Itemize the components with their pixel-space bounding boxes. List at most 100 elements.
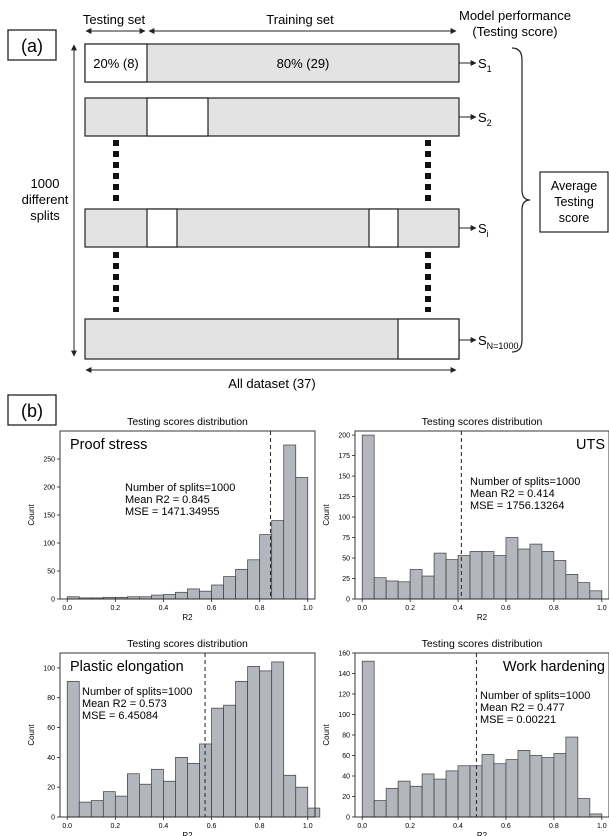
histogram-bar: [90, 800, 104, 818]
histogram-bar: [114, 795, 128, 818]
histogram-bar: [102, 791, 116, 818]
panel-a-label: (a): [21, 36, 43, 56]
stats-annotation-line: MSE = 1756.13264: [470, 500, 565, 512]
score-s1: S1: [478, 56, 492, 74]
histogram-bar: [577, 582, 591, 600]
x-tick-label: 1.0: [303, 823, 313, 830]
x-tick-label: 0.6: [501, 823, 511, 830]
x-tick-label: 0.4: [159, 823, 169, 830]
stats-annotation-line: Number of splits=1000: [480, 690, 590, 702]
histogram-bar: [175, 591, 188, 600]
y-tick-label: 20: [342, 794, 350, 801]
split-row-1-test-label: 20% (8): [93, 56, 139, 71]
split-row-n-test-segment: [397, 318, 460, 360]
histogram-bar: [211, 584, 224, 600]
plot-frame: [354, 430, 609, 600]
y-axis-label: Count: [27, 504, 36, 526]
splits-label-line3: splits: [30, 208, 60, 223]
histogram-bar: [151, 768, 164, 818]
x-tick-label: 0.0: [357, 605, 367, 612]
average-score-line1: Average: [551, 179, 597, 193]
average-score-box: [539, 171, 609, 233]
y-tick-label: 150: [338, 474, 350, 481]
split-row-1: 20% (8) 80% (29) S1: [84, 43, 492, 83]
y-tick-label: 100: [43, 541, 55, 548]
histograms: Testing scores distribution 0.0 0.2 0.4 0.6 0…: [27, 416, 609, 836]
panel-b: (b): [7, 394, 57, 426]
histogram-bar: [529, 543, 543, 600]
split-row-n: SN=1000: [84, 318, 518, 360]
y-axis-label: Count: [27, 724, 36, 746]
chart-title: Testing scores distribution: [127, 416, 248, 428]
histogram-bar: [66, 680, 80, 818]
x-tick-label: 0.0: [62, 605, 72, 612]
x-tick-label: 0.6: [207, 823, 217, 830]
y-tick-label: 100: [43, 665, 55, 672]
histogram-bar: [199, 590, 212, 600]
histogram-bar: [259, 670, 273, 818]
split-row-1-train-label: 80% (29): [277, 56, 330, 71]
histogram-bar: [409, 569, 423, 600]
x-tick-label: 0.2: [405, 823, 415, 830]
histogram-bar: [175, 757, 188, 818]
histogram-1: Testing scores distribution 0.0 0.2 0.4 0.6 0…: [27, 416, 316, 622]
average-score-line3: score: [559, 211, 590, 225]
histogram-bar: [235, 568, 248, 600]
y-tick-label: 140: [338, 671, 350, 678]
histogram-bar: [295, 786, 309, 818]
histogram-bar: [553, 560, 567, 600]
histogram-bar: [577, 798, 591, 818]
histogram-bar: [469, 551, 483, 600]
stats-annotation-line: MSE = 1471.34955: [125, 506, 220, 518]
x-axis-label: R2: [477, 613, 488, 622]
histogram-bar: [187, 588, 200, 600]
stats-annotation-line: Mean R2 = 0.573: [82, 698, 167, 710]
y-tick-label: 25: [342, 576, 350, 583]
x-tick-label: 0.6: [501, 605, 511, 612]
histogram-bar: [589, 590, 603, 600]
histogram-2: Testing scores distribution 0.0 0.2 0.4 0.6 0…: [322, 416, 609, 622]
histogram-bar: [295, 477, 309, 600]
y-tick-label: 40: [47, 755, 55, 762]
chart-title: Testing scores distribution: [127, 638, 248, 650]
histogram-bar: [373, 577, 387, 600]
y-tick-label: 120: [338, 692, 350, 699]
x-tick-label: 0.4: [159, 605, 169, 612]
y-axis-label: Count: [322, 504, 331, 526]
histogram-bar: [373, 800, 387, 818]
x-tick-label: 1.0: [597, 823, 607, 830]
histogram-bar: [445, 559, 459, 600]
y-tick-label: 60: [342, 753, 350, 760]
stats-annotation-line: MSE = 6.45084: [82, 710, 158, 722]
y-tick-label: 100: [338, 712, 350, 719]
histogram-bar: [247, 666, 261, 818]
histogram-bar: [163, 594, 176, 600]
histogram-bar: [457, 555, 471, 600]
histogram-bar: [361, 660, 375, 818]
histogram-bar: [541, 551, 555, 600]
histogram-bar: [397, 581, 411, 600]
stats-annotation-line: Number of splits=1000: [125, 482, 235, 494]
histogram-bar: [259, 534, 273, 600]
model-performance-subtitle: (Testing score): [472, 24, 557, 39]
histogram-bar: [505, 537, 519, 600]
histogram-bar: [433, 552, 447, 600]
x-tick-label: 0.8: [549, 823, 559, 830]
x-tick-label: 0.8: [549, 605, 559, 612]
y-tick-label: 100: [338, 515, 350, 522]
stats-annotation-line: Number of splits=1000: [82, 686, 192, 698]
y-tick-label: 0: [346, 597, 350, 604]
histogram-bar: [187, 762, 200, 818]
histogram-bar: [421, 773, 435, 818]
y-tick-label: 80: [47, 695, 55, 702]
histogram-bar: [223, 576, 236, 600]
x-tick-label: 0.4: [453, 823, 463, 830]
property-name: Plastic elongation: [70, 659, 184, 675]
y-tick-label: 80: [342, 733, 350, 740]
y-tick-label: 0: [346, 815, 350, 822]
y-tick-label: 160: [338, 651, 350, 658]
histogram-bar: [163, 780, 176, 818]
model-performance-title: Model performance: [459, 8, 571, 23]
histogram-4: Testing scores distribution 0.0 0.2 0.4 0.6 0…: [322, 638, 609, 836]
